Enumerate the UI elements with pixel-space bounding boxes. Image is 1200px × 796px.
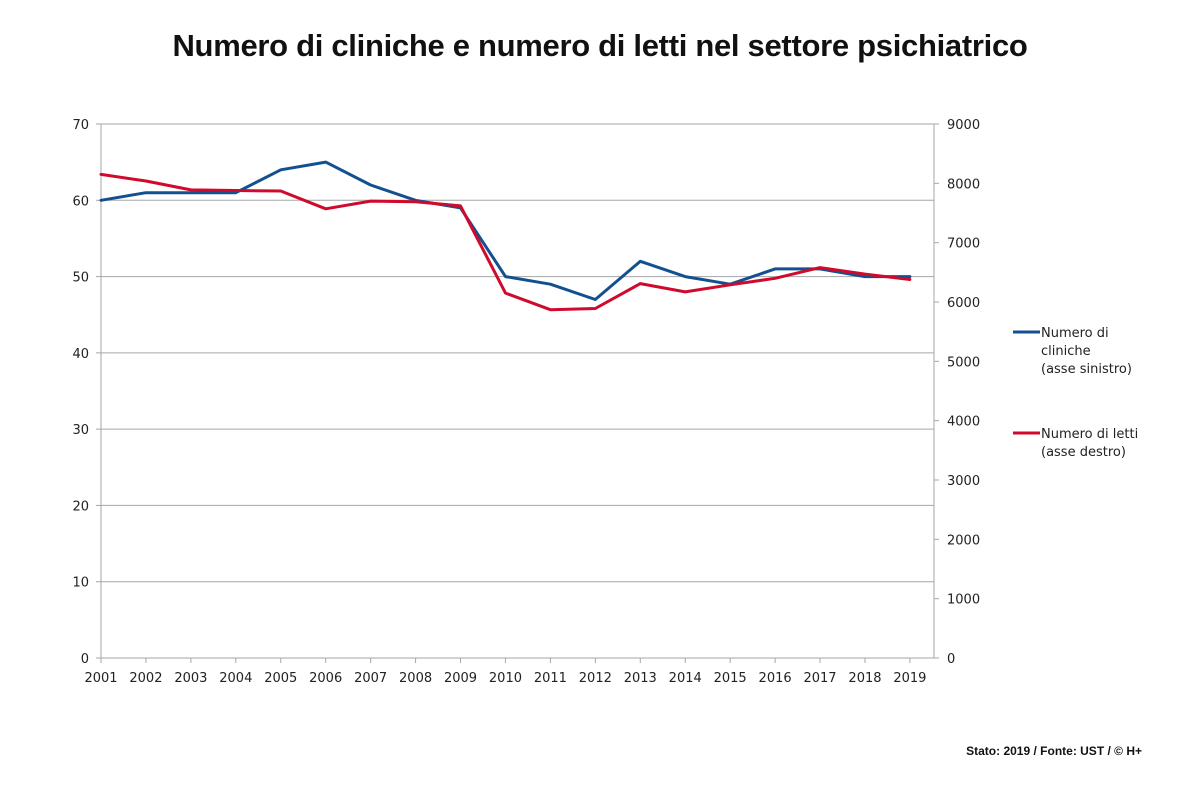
gridlines bbox=[101, 123, 934, 583]
legend-label: (asse destro) bbox=[1041, 445, 1126, 460]
left-tick-label: 50 bbox=[72, 271, 89, 286]
legend: Numero di cliniche (asse sinistro) Numero d… bbox=[1013, 326, 1138, 460]
x-tick-label: 2011 bbox=[534, 671, 567, 686]
right-tick-label: 9000 bbox=[947, 118, 980, 133]
legend-label: Numero di letti bbox=[1041, 427, 1138, 442]
x-tick-label: 2018 bbox=[848, 671, 881, 686]
left-tick-label: 40 bbox=[72, 347, 89, 362]
right-tick-label: 7000 bbox=[947, 237, 980, 252]
source-footer: Stato: 2019 / Fonte: UST / © H+ bbox=[966, 744, 1142, 758]
legend-label: cliniche bbox=[1041, 344, 1091, 359]
x-tick-label: 2013 bbox=[624, 671, 657, 686]
left-tick-label: 30 bbox=[72, 423, 89, 438]
right-y-axis: 0 1000 2000 3000 4000 5000 6000 7000 8000 9000 bbox=[934, 118, 980, 667]
x-tick-label: 2009 bbox=[444, 671, 477, 686]
legend-label: Numero di bbox=[1041, 326, 1109, 341]
right-tick-label: 6000 bbox=[947, 296, 980, 311]
right-tick-label: 8000 bbox=[947, 177, 980, 192]
x-tick-label: 2008 bbox=[399, 671, 432, 686]
series-lines bbox=[99, 160, 912, 312]
series-line-letti bbox=[99, 172, 912, 312]
left-tick-label: 70 bbox=[72, 118, 89, 133]
x-tick-label: 2010 bbox=[489, 671, 522, 686]
right-tick-label: 3000 bbox=[947, 474, 980, 489]
x-tick-label: 2006 bbox=[309, 671, 342, 686]
left-tick-label: 10 bbox=[72, 576, 89, 591]
right-tick-label: 5000 bbox=[947, 355, 980, 370]
x-axis-ticks: 2001 2002 2003 2004 2005 2006 2007 2008 2009 2010… bbox=[84, 658, 926, 686]
legend-label: (asse sinistro) bbox=[1041, 362, 1132, 377]
chart-title: Numero di cliniche e numero di letti nel… bbox=[172, 28, 1028, 63]
x-tick-label: 2001 bbox=[84, 671, 117, 686]
axes bbox=[96, 124, 939, 659]
x-tick-label: 2002 bbox=[129, 671, 162, 686]
right-tick-label: 2000 bbox=[947, 533, 980, 548]
left-y-axis: 0 10 20 30 40 50 60 70 bbox=[72, 118, 101, 667]
right-tick-label: 0 bbox=[947, 652, 955, 667]
x-tick-label: 2003 bbox=[174, 671, 207, 686]
series-line-cliniche bbox=[99, 160, 912, 301]
left-tick-label: 20 bbox=[72, 499, 89, 514]
x-tick-label: 2012 bbox=[579, 671, 612, 686]
x-tick-label: 2015 bbox=[714, 671, 747, 686]
right-tick-label: 4000 bbox=[947, 415, 980, 430]
left-tick-label: 60 bbox=[72, 194, 89, 209]
x-tick-label: 2016 bbox=[759, 671, 792, 686]
left-tick-label: 0 bbox=[81, 652, 89, 667]
x-tick-label: 2019 bbox=[893, 671, 926, 686]
right-tick-label: 1000 bbox=[947, 593, 980, 608]
x-tick-label: 2014 bbox=[669, 671, 702, 686]
x-tick-label: 2005 bbox=[264, 671, 297, 686]
x-tick-label: 2007 bbox=[354, 671, 387, 686]
x-tick-label: 2004 bbox=[219, 671, 252, 686]
x-tick-label: 2017 bbox=[803, 671, 836, 686]
